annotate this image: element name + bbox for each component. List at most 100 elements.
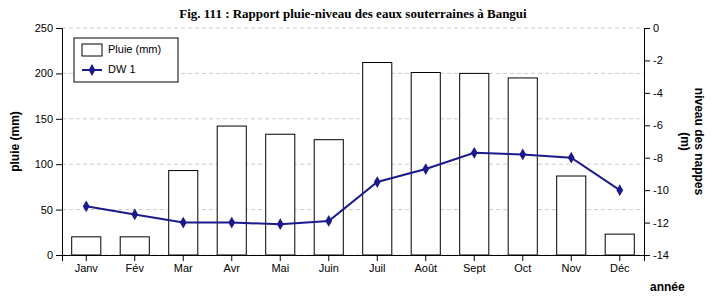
x-tick-mark — [377, 255, 378, 261]
x-tick-mark — [231, 255, 232, 261]
x-tick-mark — [328, 255, 329, 261]
x-tick-mark — [571, 255, 572, 261]
y2-tick: -8 — [644, 152, 663, 164]
y2-tick: -10 — [644, 184, 669, 196]
marker — [616, 184, 623, 196]
x-axis: Janv Fév Mar Avr Mai Juin Juil Août Sept Oct Nov Dé… — [63, 255, 645, 274]
y-axis-title: pluie (mm) — [8, 111, 22, 172]
grid-line — [62, 28, 644, 29]
legend: Pluie (mm) DW 1 — [74, 38, 178, 82]
x-tick-mark — [425, 255, 426, 261]
x-tick-label: Janv — [75, 262, 99, 274]
y-tick-mark — [56, 255, 62, 256]
x-tick-mark — [86, 255, 87, 261]
y2-tick-label: -6 — [653, 119, 663, 131]
y-tick: 250 — [35, 22, 62, 34]
legend-item: DW 1 — [82, 63, 136, 76]
x-tick: Oct — [514, 255, 531, 274]
bar — [169, 171, 198, 255]
x-tick-label: Oct — [514, 262, 531, 274]
x-tick-label: Avr — [224, 262, 241, 274]
y-tick-label: 0 — [47, 249, 53, 261]
x-tick-mark — [183, 255, 184, 261]
x-tick-label: Juin — [319, 262, 339, 274]
y2-axis-line — [645, 29, 651, 256]
marker — [228, 217, 235, 229]
x-tick-label: Nov — [561, 262, 581, 274]
y2-axis: 0-2-4-6-8-10-12-14 — [644, 22, 669, 261]
chart: Janv Fév Mar Avr Mai Juin Juil Août Sept Oct Nov Dé… — [0, 0, 720, 299]
y2-tick: -4 — [644, 87, 663, 99]
x-tick-mark — [474, 255, 475, 261]
legend-marker — [89, 64, 96, 76]
x-tick: Janv — [75, 255, 99, 274]
y2-tick-mark — [644, 93, 650, 94]
x-tick-label: Août — [414, 262, 437, 274]
grid-line — [62, 164, 644, 165]
y2-tick-mark — [644, 190, 650, 191]
y-tick-label: 250 — [35, 22, 53, 34]
bar — [508, 78, 537, 255]
y2-tick-label: -2 — [653, 54, 663, 66]
marker — [519, 149, 526, 161]
y-axis: 0 50 100 150 200 250 — [35, 22, 63, 261]
legend-label: DW 1 — [108, 63, 136, 75]
grid — [62, 28, 644, 255]
marker — [83, 200, 90, 212]
y-tick: 100 — [35, 158, 62, 170]
x-tick-label: Sept — [463, 262, 486, 274]
x-tick-label: Juil — [369, 262, 386, 274]
y2-axis-title: niveau des nappes(m) — [678, 88, 706, 196]
y-tick-label: 200 — [35, 67, 53, 79]
y2-tick-label: -4 — [653, 87, 663, 99]
grid-line — [62, 118, 644, 119]
marker — [277, 218, 284, 230]
x-tick: Juil — [369, 255, 386, 274]
bar — [120, 237, 149, 255]
y2-tick: 0 — [644, 22, 659, 34]
y-tick-label: 50 — [41, 204, 53, 216]
x-axis-line — [63, 256, 645, 262]
y-tick-mark — [56, 119, 62, 120]
y-axis-line — [56, 29, 63, 256]
bar — [217, 126, 246, 255]
marker — [180, 217, 187, 229]
y2-tick: -14 — [644, 249, 669, 261]
y2-tick-mark — [644, 255, 650, 256]
bar — [557, 176, 586, 255]
marker — [131, 209, 138, 221]
legend-box — [74, 38, 178, 82]
x-tick: Nov — [561, 255, 581, 274]
y2-tick-mark — [644, 125, 650, 126]
y-tick-mark — [56, 164, 62, 165]
legend-item: Pluie (mm) — [82, 43, 161, 56]
bar — [314, 140, 343, 255]
y2-tick-label: 0 — [653, 22, 659, 34]
x-tick-mark — [619, 255, 620, 261]
x-tick: Déc — [610, 255, 630, 274]
x-tick: Avr — [224, 255, 241, 274]
x-tick: Mar — [174, 255, 193, 274]
title: Fig. 111 : Rapport pluie-niveau des eaux… — [179, 6, 527, 21]
bar — [460, 73, 489, 255]
y-tick-mark — [56, 210, 62, 211]
bar — [411, 72, 440, 255]
y2-tick-mark — [644, 60, 650, 61]
y2-tick-label: -10 — [653, 184, 669, 196]
y-tick: 150 — [35, 113, 62, 125]
y-tick: 200 — [35, 67, 62, 79]
y2-tick-mark — [644, 223, 650, 224]
x-tick: Juin — [319, 255, 339, 274]
bar — [363, 63, 392, 255]
y2-tick: -2 — [644, 54, 663, 66]
x-tick-label: Déc — [610, 262, 630, 274]
legend-swatch — [82, 44, 102, 56]
x-tick: Mai — [271, 255, 289, 274]
y2-tick-mark — [644, 158, 650, 159]
y-tick-label: 150 — [35, 113, 53, 125]
marker — [422, 163, 429, 175]
y-tick: 0 — [47, 249, 62, 261]
x-tick-label: Fév — [126, 262, 145, 274]
y2-tick-mark — [644, 28, 650, 29]
line-series — [83, 147, 623, 230]
